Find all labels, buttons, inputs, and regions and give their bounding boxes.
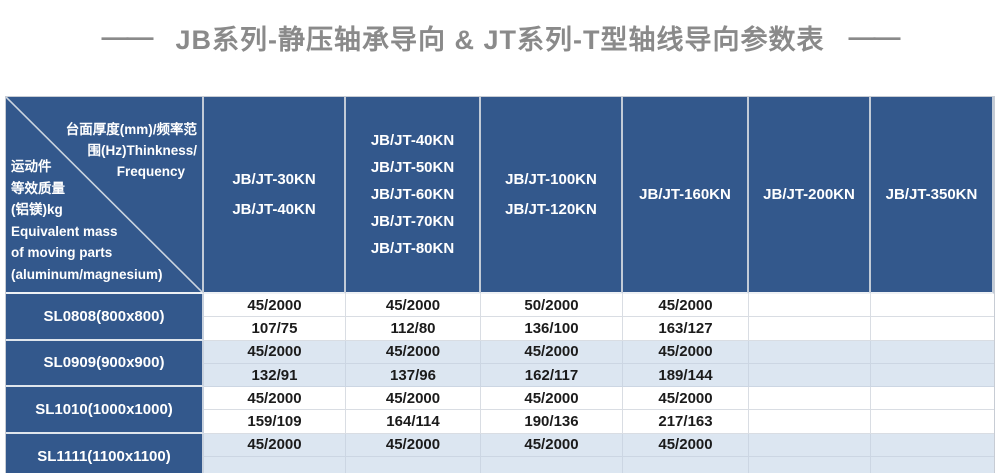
corner-line: of moving parts (11, 245, 113, 260)
data-cell: 112/80 (346, 317, 481, 341)
data-cell (623, 457, 749, 473)
title-dash-right: —— (848, 22, 901, 52)
data-cell: 45/2000 (623, 294, 749, 318)
data-cell: 45/2000 (623, 387, 749, 411)
data-cell: 45/2000 (481, 387, 623, 411)
data-cell: 159/109 (204, 410, 346, 434)
data-cell: 189/144 (623, 363, 749, 388)
data-cell (749, 294, 871, 318)
corner-line: 围(Hz)Thinkness/ (87, 143, 197, 158)
data-cell (871, 294, 994, 318)
corner-bottom-left-label: 运动件 等效质量 (铝镁)kg Equivalent mass of movin… (11, 156, 163, 285)
corner-line: (aluminum/magnesium) (11, 266, 163, 282)
col-header-350kn: JB/JT-350KN (871, 97, 994, 294)
data-cell: 45/2000 (346, 294, 481, 318)
data-cell: 45/2000 (204, 387, 346, 411)
data-cell: 45/2000 (346, 433, 481, 458)
col-header-line: JB/JT-40KN (232, 200, 316, 218)
data-cell: 164/114 (346, 410, 481, 434)
title-dash-left: —— (101, 22, 154, 52)
parameter-table: 台面厚度(mm)/频率范 围(Hz)Thinkness/ Frequency 运… (5, 96, 995, 473)
data-cell (346, 457, 481, 473)
col-header-line: JB/JT-60KN (370, 186, 455, 203)
col-header-line: JB/JT-30KN (232, 171, 316, 189)
data-cell: 190/136 (481, 410, 623, 434)
row-label-sl1111: SL1111(1100x1100) (6, 433, 204, 473)
col-header-40-80kn: JB/JT-40KN JB/JT-50KN JB/JT-60KN JB/JT-7… (346, 97, 481, 294)
data-cell: 162/117 (481, 363, 623, 388)
col-header-200kn: JB/JT-200KN (749, 97, 871, 294)
data-cell: 45/2000 (204, 294, 346, 318)
data-cell (871, 340, 994, 364)
data-cell (204, 457, 346, 473)
data-cell (871, 457, 994, 473)
data-cell: 45/2000 (623, 340, 749, 364)
data-cell (481, 457, 623, 473)
col-header-line: JB/JT-120KN (505, 200, 597, 218)
data-cell (749, 363, 871, 388)
col-header-160kn: JB/JT-160KN (623, 97, 749, 294)
data-cell: 45/2000 (346, 387, 481, 411)
data-cell (871, 363, 994, 388)
row-label-sl0909: SL0909(900x900) (6, 340, 204, 388)
col-header-line: JB/JT-40KN (370, 132, 455, 149)
data-cell: 137/96 (346, 363, 481, 388)
data-cell: 217/163 (623, 410, 749, 434)
data-cell (749, 387, 871, 411)
corner-line: 运动件 (11, 159, 52, 174)
data-cell (871, 433, 994, 458)
col-header-line: JB/JT-160KN (639, 185, 731, 203)
data-cell: 136/100 (481, 317, 623, 341)
corner-cell: 台面厚度(mm)/频率范 围(Hz)Thinkness/ Frequency 运… (6, 97, 204, 294)
data-cell (749, 317, 871, 341)
col-header-line: JB/JT-100KN (505, 171, 597, 189)
col-header-30-40kn: JB/JT-30KN JB/JT-40KN (204, 97, 346, 294)
data-cell: 50/2000 (481, 294, 623, 318)
col-header-100-120kn: JB/JT-100KN JB/JT-120KN (481, 97, 623, 294)
data-cell (749, 433, 871, 458)
col-header-line: JB/JT-350KN (885, 185, 978, 203)
data-cell (871, 410, 994, 434)
col-header-line: JB/JT-200KN (763, 185, 855, 203)
data-cell (749, 457, 871, 473)
data-cell (871, 387, 994, 411)
data-cell: 132/91 (204, 363, 346, 388)
col-header-line: JB/JT-80KN (370, 240, 455, 257)
data-cell: 163/127 (623, 317, 749, 341)
corner-top-right-label: 台面厚度(mm)/频率范 围(Hz)Thinkness/ Frequency (66, 119, 197, 182)
corner-line: 台面厚度(mm)/频率范 (65, 122, 197, 137)
row-label-sl0808: SL0808(800x800) (6, 294, 204, 341)
corner-line: Frequency (116, 164, 185, 179)
corner-line: 等效质量 (11, 180, 65, 196)
page-title: —— JB系列-静压轴承导向 & JT系列-T型轴线导向参数表 —— (0, 18, 1000, 57)
col-header-line: JB/JT-70KN (370, 213, 455, 230)
col-header-line: JB/JT-50KN (370, 159, 455, 176)
data-cell: 107/75 (204, 317, 346, 341)
corner-line: Equivalent mass (11, 223, 118, 239)
data-cell: 45/2000 (204, 433, 346, 458)
row-label-sl1010: SL1010(1000x1000) (6, 387, 204, 434)
data-cell: 45/2000 (481, 433, 623, 458)
data-cell (749, 410, 871, 434)
data-cell: 45/2000 (481, 340, 623, 364)
corner-line: (铝镁)kg (11, 202, 63, 217)
data-cell: 45/2000 (346, 340, 481, 364)
data-cell (871, 317, 994, 341)
data-cell (749, 340, 871, 364)
title-text: JB系列-静压轴承导向 & JT系列-T型轴线导向参数表 (175, 25, 825, 55)
data-cell: 45/2000 (204, 340, 346, 364)
diagonal-divider-line (6, 97, 202, 292)
data-cell: 45/2000 (623, 433, 749, 458)
